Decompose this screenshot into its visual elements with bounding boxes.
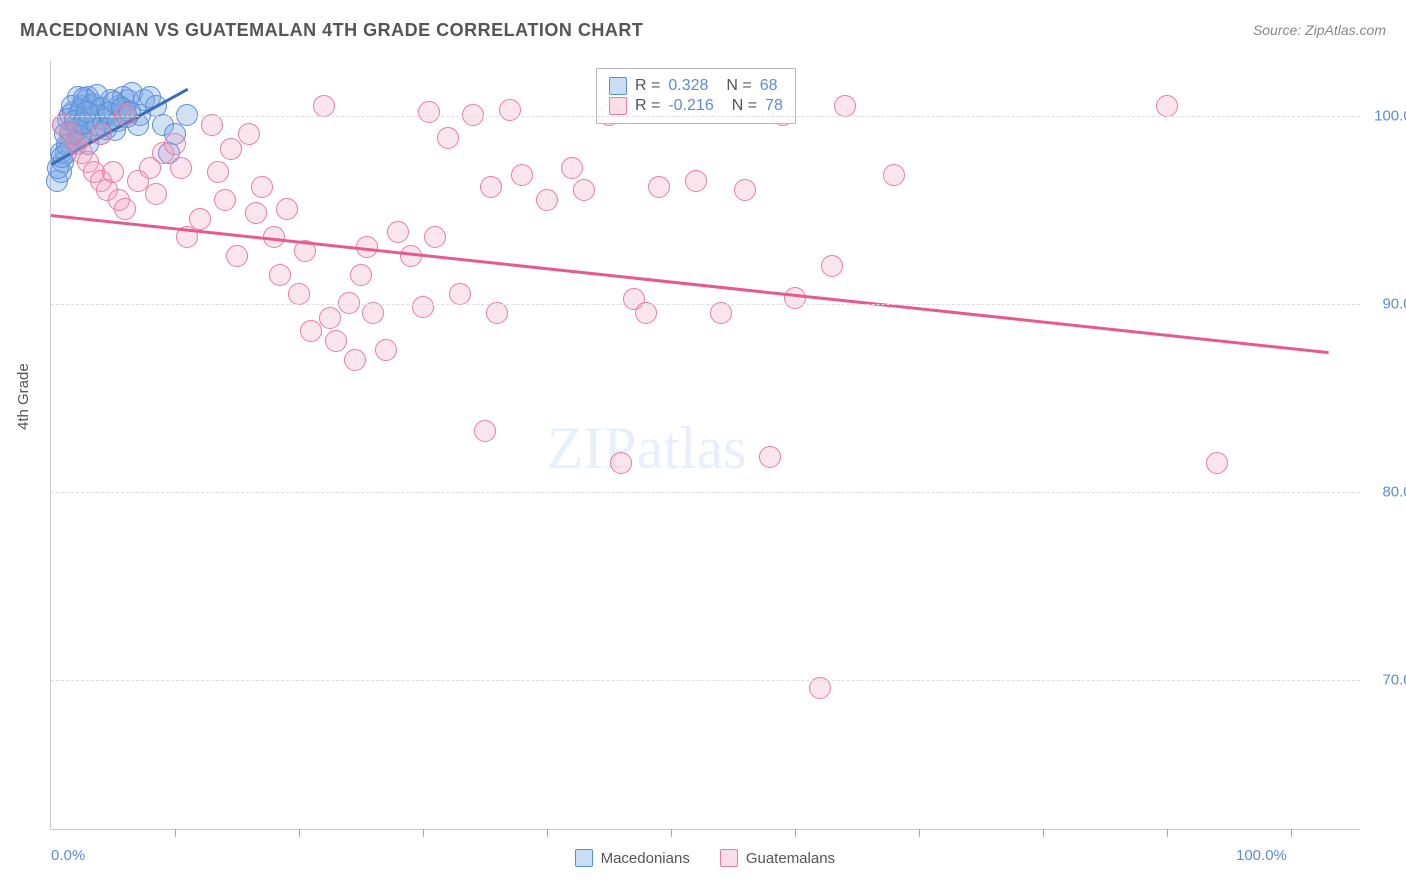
xtick-mark [423,829,424,837]
xtick-mark [1043,829,1044,837]
data-point [76,101,98,123]
stats-row-guatemalans: R = -0.216 N = 78 [609,97,783,115]
data-point [759,446,781,468]
data-point [412,296,434,318]
source-label: Source: ZipAtlas.com [1253,22,1386,38]
data-point [251,176,273,198]
data-point [561,157,583,179]
data-point [238,123,260,145]
data-point [276,198,298,220]
data-point [325,330,347,352]
data-point [449,283,471,305]
data-point [1156,95,1178,117]
ytick-label: 70.0% [1382,671,1406,688]
chart-title: MACEDONIAN VS GUATEMALAN 4TH GRADE CORRE… [20,20,643,41]
ytick-label: 100.0% [1374,108,1406,125]
data-point [319,307,341,329]
swatch-macedonians-icon [609,77,627,95]
xtick-label: 0.0% [51,847,85,864]
plot-area: ZIPatlas [51,60,1290,829]
data-point [400,245,422,267]
swatch-guatemalans-icon [609,97,627,115]
data-point [821,255,843,277]
data-point [114,198,136,220]
data-point [1206,452,1228,474]
data-point [883,164,905,186]
xtick-mark [1167,829,1168,837]
legend-item-macedonians: Macedonians [575,849,690,867]
ytick-label: 90.0% [1382,296,1406,313]
data-point [474,420,496,442]
xtick-mark [175,829,176,837]
xtick-mark [671,829,672,837]
data-point [269,264,291,286]
data-point [784,287,806,309]
data-point [344,349,366,371]
xtick-label: 100.0% [1236,847,1287,864]
data-point [102,161,124,183]
data-point [226,245,248,267]
data-point [424,226,446,248]
swatch-macedonians-icon [575,849,593,867]
data-point [610,452,632,474]
data-point [145,183,167,205]
xtick-mark [299,829,300,837]
data-point [418,101,440,123]
data-point [685,170,707,192]
ytick-label: 80.0% [1382,483,1406,500]
y-axis-label: 4th Grade [15,363,32,430]
data-point [300,320,322,342]
stats-row-macedonians: R = 0.328 N = 68 [609,77,783,95]
data-point [90,123,112,145]
data-point [350,264,372,286]
data-point [375,339,397,361]
data-point [164,133,186,155]
gridline [51,304,1360,305]
gridline [51,116,1360,117]
data-point [437,127,459,149]
xtick-mark [795,829,796,837]
legend-item-guatemalans: Guatemalans [720,849,835,867]
data-point [734,179,756,201]
data-point [573,179,595,201]
chart-area: ZIPatlas R = 0.328 N = 68 R = -0.216 N =… [50,60,1360,830]
data-point [189,208,211,230]
series-legend: Macedonians Guatemalans [575,849,835,867]
swatch-guatemalans-icon [720,849,738,867]
xtick-mark [1291,829,1292,837]
data-point [245,202,267,224]
data-point [511,164,533,186]
data-point [387,221,409,243]
gridline [51,492,1360,493]
data-point [207,161,229,183]
data-point [536,189,558,211]
xtick-mark [919,829,920,837]
data-point [648,176,670,198]
data-point [313,95,335,117]
data-point [220,138,242,160]
data-point [214,189,236,211]
data-point [499,99,521,121]
data-point [288,283,310,305]
data-point [170,157,192,179]
data-point [480,176,502,198]
xtick-mark [547,829,548,837]
watermark: ZIPatlas [547,414,747,483]
data-point [834,95,856,117]
trend-line [51,214,1328,354]
gridline [51,680,1360,681]
